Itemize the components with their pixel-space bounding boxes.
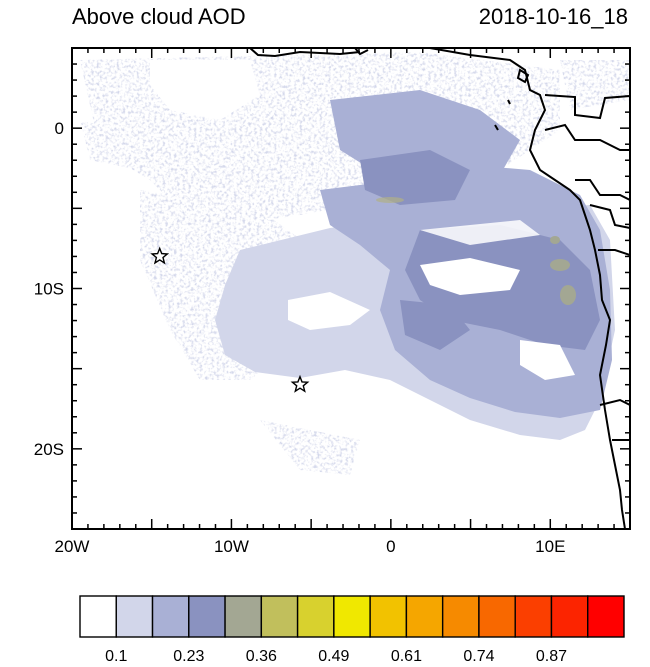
colorbar-swatch [79, 595, 117, 638]
aod-colorbar [79, 595, 625, 638]
colorbar-swatch [115, 595, 154, 638]
colorbar-swatch [587, 595, 625, 638]
colorbar-swatch [478, 595, 516, 638]
aod-field [80, 52, 630, 475]
lon-tick-label: 20W [55, 537, 90, 556]
colorbar-swatch [188, 595, 226, 638]
colorbar-swatch [405, 595, 444, 638]
colorbar-swatch [441, 595, 480, 638]
colorbar-swatch [550, 595, 589, 638]
star-marker-1 [150, 246, 170, 265]
lat-tick-label: 0 [55, 119, 64, 138]
lon-tick-label: 10E [535, 537, 565, 556]
star-marker-2 [290, 374, 310, 393]
colorbar-swatch [514, 595, 553, 638]
colorbar-swatch [369, 595, 408, 638]
colorbar-label: 0.23 [173, 648, 204, 665]
colorbar-label: 0.36 [246, 648, 277, 665]
colorbar-label: 0.49 [318, 648, 349, 665]
colorbar-label: 0.61 [391, 648, 422, 665]
map-title: Above cloud AOD [72, 4, 246, 29]
colorbar-label: 0.74 [463, 648, 494, 665]
colorbar-label: 0.87 [536, 648, 567, 665]
colorbar-swatch [224, 595, 263, 638]
colorbar-swatch [151, 595, 190, 638]
colorbar-labels: 0.1 0.23 0.36 0.49 0.61 0.74 0.87 [105, 648, 567, 665]
colorbar-swatch [296, 595, 335, 638]
axis-ticks [71, 47, 631, 530]
lon-tick-label: 10W [214, 537, 249, 556]
coastline [249, 48, 630, 529]
lon-tick-label: 0 [386, 537, 395, 556]
map-timestamp: 2018-10-16_18 [478, 4, 628, 29]
colorbar-swatch [260, 595, 299, 638]
lat-tick-label: 20S [34, 440, 64, 459]
colorbar-label: 0.1 [105, 648, 127, 665]
lat-tick-label: 10S [34, 280, 64, 299]
axis-tick-labels: 0 10S 20S 20W 10W 0 10E [34, 119, 566, 556]
colorbar-swatch [333, 595, 371, 638]
site-markers [150, 246, 310, 393]
